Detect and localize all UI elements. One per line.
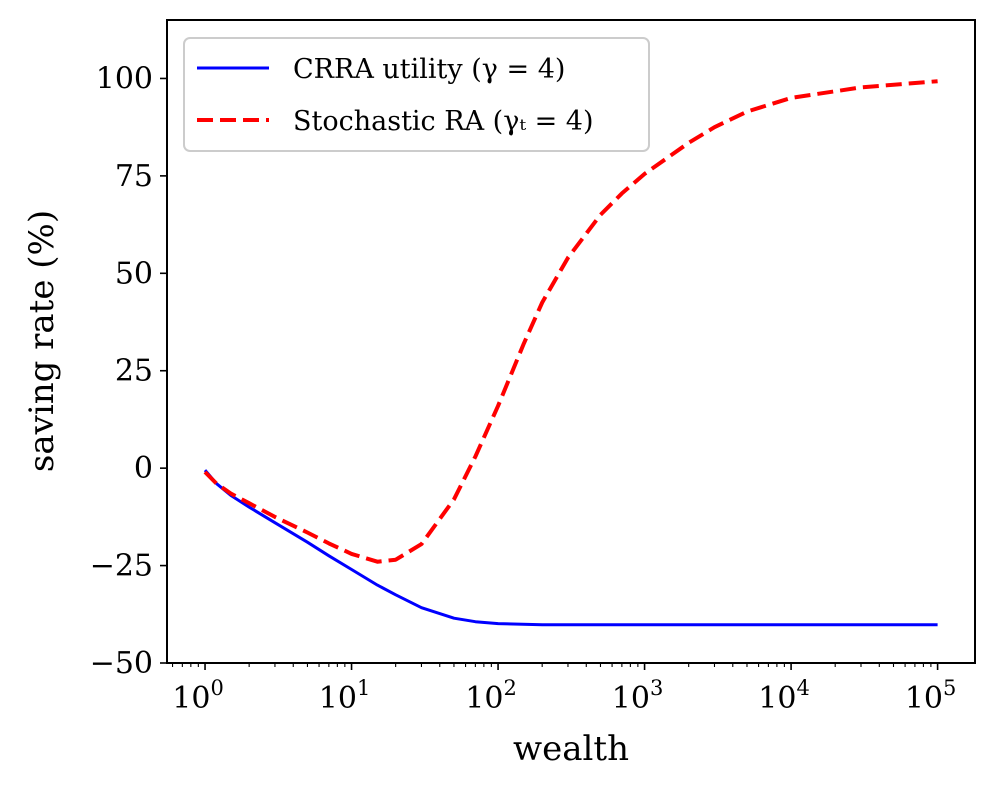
- y-tick-label: 50: [115, 256, 153, 291]
- legend-label-stochastic: Stochastic RA (γₜ = 4): [293, 106, 594, 137]
- x-tick-label: 104: [758, 676, 810, 716]
- x-tick-label: 103: [612, 676, 664, 716]
- series-lines: [203, 79, 938, 627]
- x-tick-label: 100: [172, 676, 224, 716]
- legend-label-crra: CRRA utility (γ = 4): [293, 54, 565, 85]
- series-line-crra: [203, 469, 938, 627]
- legend: CRRA utility (γ = 4) Stochastic RA (γₜ =…: [183, 37, 650, 152]
- x-tick-label: 102: [465, 676, 517, 716]
- x-axis-label: wealth: [513, 729, 629, 769]
- axis-ticks: −50 −25 0 25 50 75 100 100 101 102 103 104 105: [90, 61, 957, 716]
- y-tick-label: 100: [96, 61, 153, 96]
- x-tick-label: 105: [905, 676, 957, 716]
- y-axis-label: saving rate (%): [22, 210, 62, 472]
- y-tick-label: −50: [90, 646, 153, 681]
- y-tick-label: 0: [134, 451, 153, 486]
- y-tick-label: 75: [115, 159, 153, 194]
- legend-box: [183, 37, 650, 152]
- x-tick-label: 101: [319, 676, 371, 716]
- plot-frame: [166, 19, 976, 664]
- y-tick-label: 25: [115, 354, 153, 389]
- series-line-stochastic: [203, 79, 938, 564]
- y-tick-label: −25: [90, 549, 153, 584]
